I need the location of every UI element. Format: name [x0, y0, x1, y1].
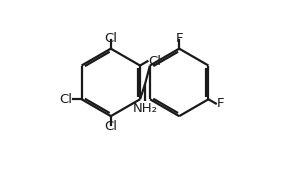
Text: Cl: Cl	[104, 32, 117, 45]
Text: NH₂: NH₂	[133, 102, 158, 115]
Text: Cl: Cl	[59, 93, 72, 106]
Text: F: F	[217, 97, 224, 110]
Text: Cl: Cl	[104, 120, 117, 133]
Text: F: F	[176, 32, 183, 45]
Text: Cl: Cl	[148, 55, 161, 68]
